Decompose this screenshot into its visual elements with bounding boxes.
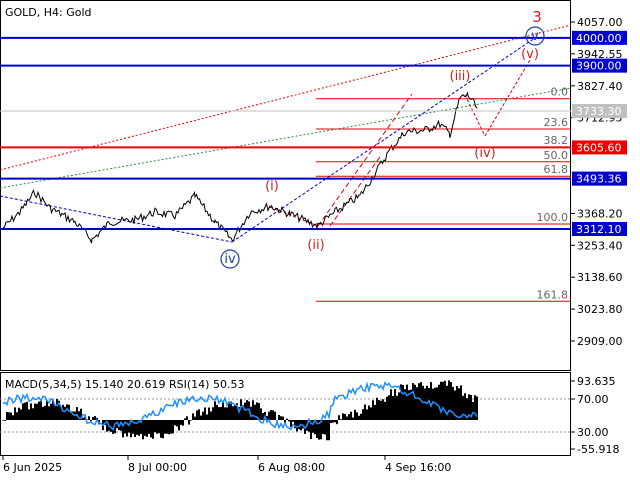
wave-label: (i) xyxy=(265,179,279,194)
price-tick-label: 3827.40 xyxy=(577,80,623,93)
wave-label: (iii) xyxy=(450,69,471,84)
time-tick-label: 6 Aug 08:00 xyxy=(258,461,325,474)
wave-label: v xyxy=(531,29,539,44)
wave-label: (ii) xyxy=(307,238,324,253)
green-dotted-trendline xyxy=(0,87,572,189)
wave-label: (v) xyxy=(521,47,539,62)
price-tick-label: 3023.80 xyxy=(577,303,623,316)
macd-histogram xyxy=(2,380,478,441)
price-levels[interactable]: 4000.00 3900.00 3605.60 3493.36 3312.10 xyxy=(0,30,627,236)
red-wave-iii xyxy=(317,93,413,227)
indicator-series xyxy=(2,380,478,441)
fib-level-label: 23.6 xyxy=(544,116,569,129)
wave-circle xyxy=(525,26,545,46)
fib-level-label: 161.8 xyxy=(537,288,569,301)
fib-level-label: 0.0 xyxy=(551,86,569,99)
time-axis[interactable]: 6 Jun 2025 8 Jul 00:00 6 Aug 08:00 4 Sep 16… xyxy=(2,456,451,474)
fib-level-label: 38.2 xyxy=(544,134,569,147)
price-tick-label: 3942.55 xyxy=(577,48,623,61)
rsi-line xyxy=(2,380,478,431)
current-price-label: 3733.30 xyxy=(576,105,622,118)
level-tag-label: 3493.36 xyxy=(576,173,622,186)
indicator-tick-label: 30.00 xyxy=(577,426,609,439)
price-tick-label: 2909.00 xyxy=(577,335,623,348)
fib-level-label: 100.0 xyxy=(537,211,569,224)
price-tick-label: 3138.60 xyxy=(577,271,623,284)
level-tag xyxy=(572,58,627,73)
fib-level-label: 50.0 xyxy=(544,149,569,162)
main-chart-area[interactable] xyxy=(0,0,571,371)
level-tag xyxy=(572,221,627,236)
red-wave-i-ii xyxy=(269,206,319,227)
fib-level-label: 61.8 xyxy=(544,163,569,176)
indicator-title: MACD(5,34,5) 15.140 20.619 RSI(14) 50.53 xyxy=(5,378,244,391)
indicator-tick-label: -55.918 xyxy=(577,443,619,456)
wave-label: (iv) xyxy=(474,146,495,161)
red-wave-iv-projection xyxy=(464,94,486,137)
time-tick-label: 4 Sep 16:00 xyxy=(385,461,451,474)
blue-dashed-wave-iv xyxy=(0,195,233,243)
red-wave-iii-inner xyxy=(329,156,381,227)
level-tag-label: 3900.00 xyxy=(576,60,622,73)
price-tick-label: 3368.20 xyxy=(577,207,623,220)
chart-title: GOLD, H4: Gold xyxy=(5,6,92,19)
indicator-tick-label: 70.00 xyxy=(577,393,609,406)
wave-label: 3 xyxy=(532,8,542,26)
price-tick-label: 4057.00 xyxy=(577,16,623,29)
level-tag-label: 4000.00 xyxy=(576,32,622,45)
level-tag-label: 3312.10 xyxy=(576,223,622,236)
level-tag-label: 3605.60 xyxy=(576,141,622,154)
time-tick-label: 6 Jun 2025 xyxy=(3,461,62,474)
indicator-tick-label: 93.635 xyxy=(577,375,616,388)
level-tag xyxy=(572,171,627,186)
wave-label: iv xyxy=(224,252,236,267)
time-tick-label: 8 Jul 00:00 xyxy=(128,461,187,474)
current-price-marker: 3733.30 xyxy=(0,104,627,118)
elliott-wave-labels: 3 v (v) (iii) (iv) (i) (ii) iv xyxy=(220,8,545,269)
level-tag xyxy=(572,30,627,45)
wave-circle xyxy=(220,249,240,269)
level-tag xyxy=(572,140,627,155)
price-tick-label: 3253.40 xyxy=(577,239,623,252)
indicator-axis[interactable]: 93.635 70.00 30.00 -55.918 xyxy=(0,375,619,456)
